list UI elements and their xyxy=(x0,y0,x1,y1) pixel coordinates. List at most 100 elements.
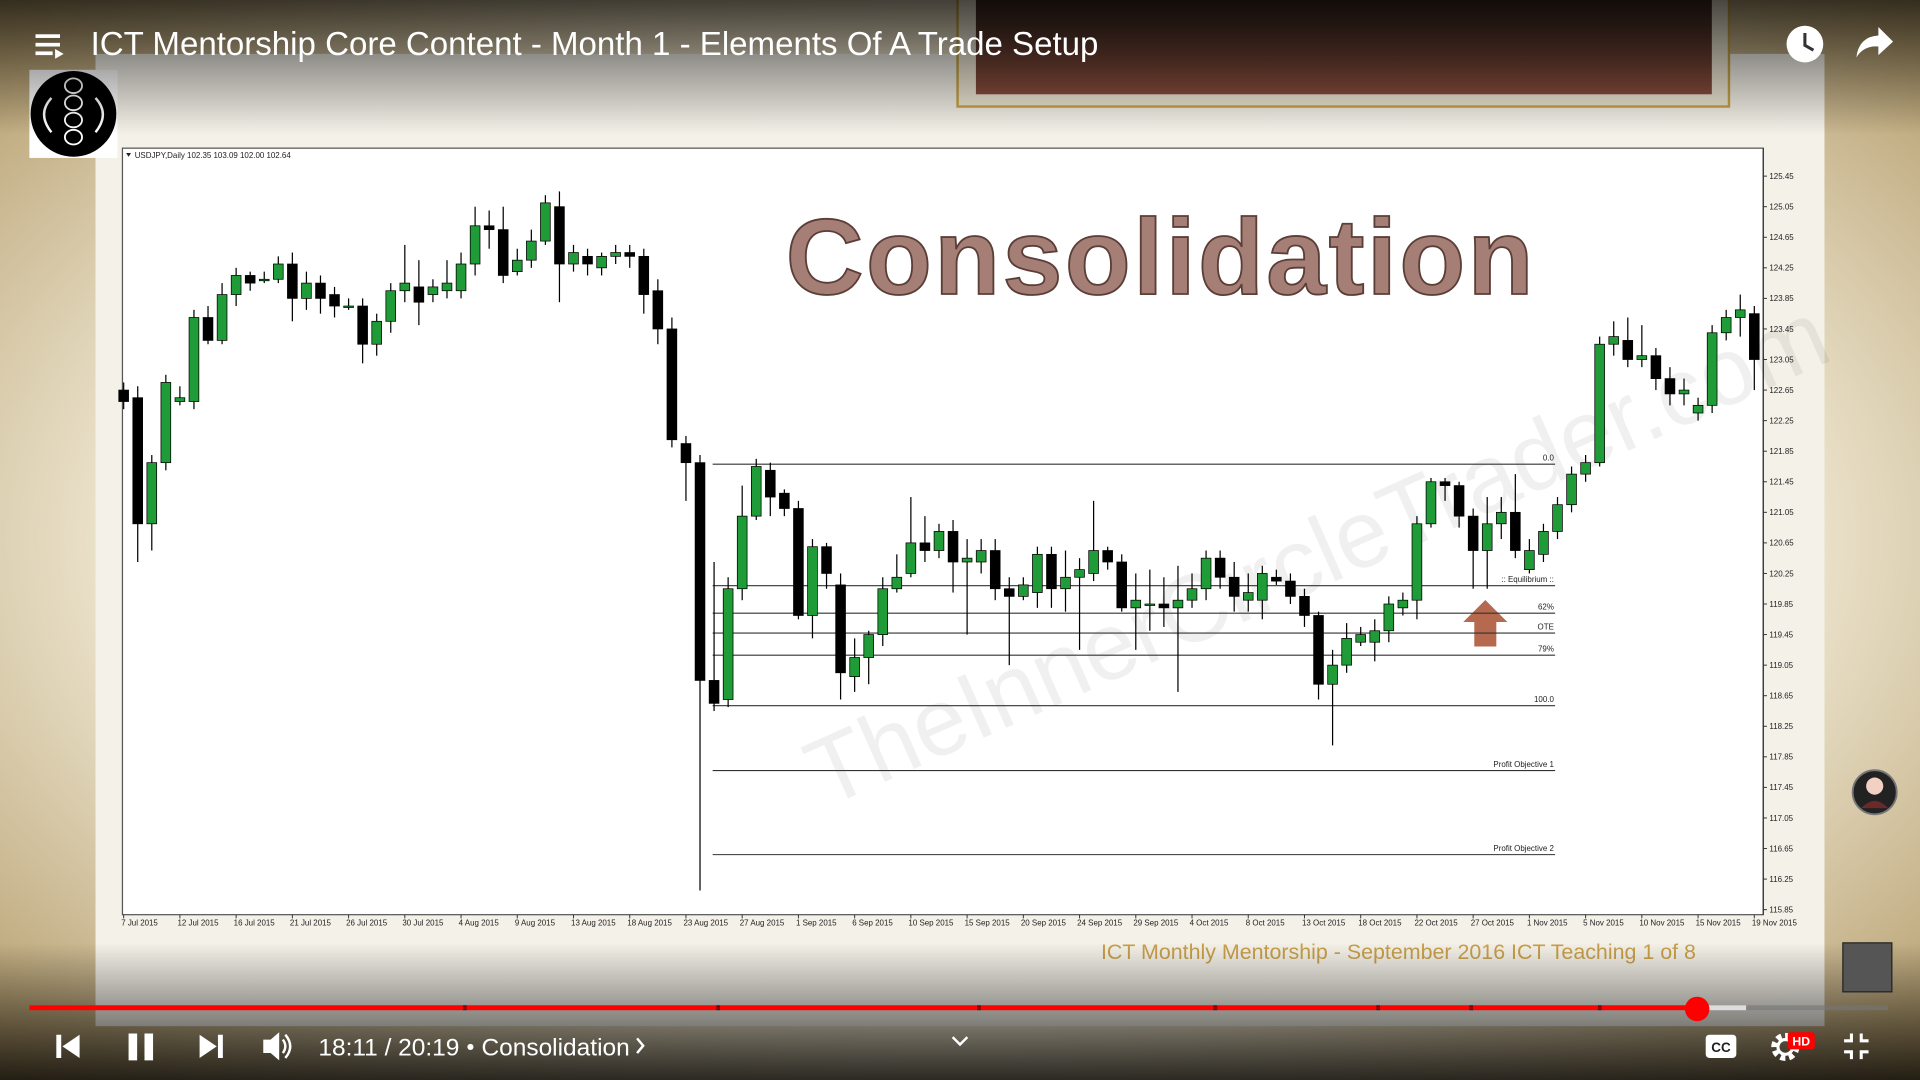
progress-bar[interactable] xyxy=(29,996,1889,1022)
candle-body xyxy=(1242,592,1254,601)
candle-body xyxy=(835,584,846,674)
candle-body xyxy=(1228,576,1240,597)
candle-body xyxy=(694,462,706,681)
candle-body xyxy=(1664,378,1676,395)
y-tick-label: 122.25 xyxy=(1769,416,1794,425)
candle-body xyxy=(1580,462,1591,475)
exit-fullscreen-button[interactable] xyxy=(1844,1033,1869,1060)
candle-body xyxy=(1411,523,1423,601)
candle-body xyxy=(413,286,425,303)
hd-badge xyxy=(1787,1032,1815,1050)
candle-body xyxy=(1706,332,1718,406)
candle-body xyxy=(483,225,495,230)
candle-body xyxy=(793,508,804,616)
settings-button[interactable]: HD xyxy=(1771,1032,1815,1062)
candle-body xyxy=(849,657,860,677)
candle-body xyxy=(652,290,664,330)
candle-body xyxy=(526,240,537,261)
candle-body xyxy=(301,282,312,299)
candle-body xyxy=(441,282,453,292)
candle-body xyxy=(1186,588,1198,601)
candle-body xyxy=(399,282,411,292)
playlist-button[interactable] xyxy=(35,34,64,59)
end-card-thumbnail[interactable] xyxy=(1842,942,1893,993)
x-tick-label: 26 Jul 2015 xyxy=(346,919,388,928)
time-display: 18:11 / 20:19 xyxy=(318,1035,459,1062)
y-tick-label: 124.25 xyxy=(1769,264,1794,273)
candle-body xyxy=(1566,473,1577,506)
fib-level-label: 79% xyxy=(1538,645,1554,654)
chapter-title[interactable]: Consolidation xyxy=(481,1035,629,1062)
x-tick-label: 10 Nov 2015 xyxy=(1639,919,1685,928)
candle-body xyxy=(132,397,143,525)
candle-body xyxy=(1678,389,1690,395)
candle-body xyxy=(146,462,158,525)
candle-body xyxy=(357,305,368,345)
candle-body xyxy=(863,634,874,658)
candle-body xyxy=(1439,481,1451,486)
candle-body xyxy=(1622,340,1634,360)
candle-body xyxy=(1524,550,1535,571)
candle-body xyxy=(1257,573,1268,601)
x-tick-label: 27 Aug 2015 xyxy=(740,919,785,928)
captions-button[interactable]: CC xyxy=(1705,1034,1737,1058)
previous-button[interactable] xyxy=(56,1034,80,1058)
x-tick-label: 16 Jul 2015 xyxy=(234,919,276,928)
x-tick-label: 23 Aug 2015 xyxy=(684,919,729,928)
header-arrow xyxy=(126,153,132,157)
candle-body xyxy=(385,290,397,322)
y-tick-label: 123.85 xyxy=(1769,294,1794,303)
y-tick-label: 122.65 xyxy=(1769,386,1794,395)
y-tick-label: 121.45 xyxy=(1769,478,1794,487)
chapter-separator xyxy=(467,1043,474,1050)
fib-level-label: 62% xyxy=(1538,603,1554,612)
x-tick-label: 15 Nov 2015 xyxy=(1696,919,1742,928)
y-tick-label: 119.05 xyxy=(1769,661,1793,670)
candle-body xyxy=(750,466,762,517)
channel-avatar[interactable] xyxy=(1851,769,1898,816)
y-tick-label: 124.65 xyxy=(1769,233,1794,242)
candle-body xyxy=(1453,485,1465,517)
candle-body xyxy=(1074,569,1085,578)
candle-body xyxy=(722,588,734,700)
candle-body xyxy=(554,206,565,265)
fib-level-label: 100.0 xyxy=(1534,695,1554,704)
chapter-chevron[interactable] xyxy=(636,1037,645,1054)
fib-level-label: Profit Objective 1 xyxy=(1493,760,1554,769)
watch-later-button[interactable] xyxy=(1786,25,1824,63)
candle-body xyxy=(540,202,551,242)
candle-body xyxy=(765,469,776,498)
y-tick-label: 121.05 xyxy=(1769,508,1794,517)
x-tick-label: 8 Oct 2015 xyxy=(1246,919,1285,928)
candle-body xyxy=(582,255,593,265)
candle-body xyxy=(1552,504,1563,532)
candle-body xyxy=(1425,481,1437,525)
y-tick-label: 117.45 xyxy=(1769,783,1793,792)
top-overlay xyxy=(0,0,1920,135)
candle-body xyxy=(821,546,832,574)
expand-button[interactable] xyxy=(951,1036,969,1047)
candle-body xyxy=(1749,313,1760,360)
y-tick-label: 118.65 xyxy=(1769,692,1793,701)
candle-body xyxy=(497,229,509,276)
y-tick-label: 119.45 xyxy=(1769,630,1793,639)
pause-button[interactable] xyxy=(128,1033,154,1061)
share-button[interactable] xyxy=(1856,26,1894,58)
candle-body xyxy=(160,382,172,464)
candle-body xyxy=(1594,343,1605,464)
video-title[interactable]: ICT Mentorship Core Content - Month 1 - … xyxy=(91,26,1099,63)
x-tick-label: 15 Sep 2015 xyxy=(965,919,1011,928)
slide-title: Consolidation xyxy=(786,196,1536,317)
candle-body xyxy=(1271,576,1282,582)
candle-body xyxy=(708,680,720,704)
candle-body xyxy=(1341,638,1352,666)
candle-body xyxy=(230,275,242,295)
y-tick-label: 120.25 xyxy=(1769,569,1794,578)
candle-body xyxy=(989,550,1001,590)
candle-body xyxy=(174,397,186,402)
volume-button[interactable] xyxy=(263,1032,292,1061)
candle-body xyxy=(779,492,790,509)
next-button[interactable] xyxy=(199,1034,223,1058)
candle-body xyxy=(216,294,228,341)
